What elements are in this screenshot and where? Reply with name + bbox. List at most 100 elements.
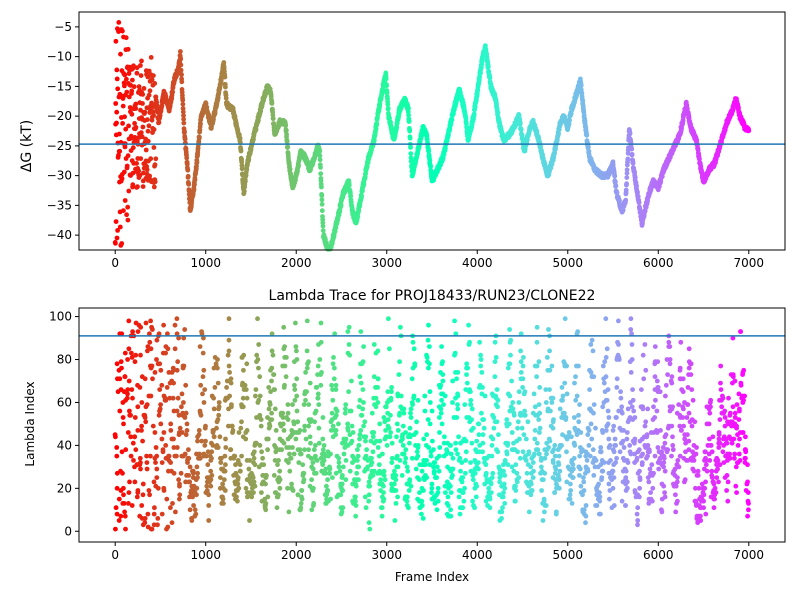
lambda-point	[403, 455, 409, 461]
lambda-point	[186, 473, 192, 478]
free-energy-point	[348, 193, 354, 199]
free-energy-point	[145, 138, 151, 144]
lambda-point	[472, 505, 477, 511]
lambda-point	[334, 408, 340, 414]
free-energy-point	[113, 38, 119, 44]
free-energy-x-tick-label: 2000	[281, 256, 312, 270]
lambda-point	[393, 501, 399, 506]
lambda-point	[333, 428, 339, 433]
free-energy-point	[269, 101, 275, 106]
lambda-point	[140, 481, 146, 487]
lambda-point	[407, 440, 412, 446]
free-energy-point	[145, 117, 150, 122]
lambda-point	[129, 503, 135, 508]
lambda-point	[453, 447, 459, 453]
lambda-point	[181, 363, 187, 369]
free-energy-point	[131, 84, 137, 90]
free-energy-point	[623, 187, 629, 193]
free-energy-point	[634, 183, 639, 189]
lambda-point	[186, 455, 192, 461]
free-energy-point	[137, 172, 143, 178]
lambda-point	[424, 432, 429, 438]
lambda-point	[360, 406, 366, 412]
free-energy-point	[612, 173, 618, 179]
lambda-point	[153, 460, 158, 465]
lambda-point	[450, 466, 456, 472]
free-energy-point	[138, 156, 144, 162]
free-energy-point	[385, 106, 391, 111]
lambda-point	[125, 430, 131, 435]
lambda-point	[379, 513, 385, 519]
lambda-point	[411, 346, 417, 352]
lambda-point	[177, 481, 182, 487]
lambda-point	[422, 408, 428, 414]
lambda-point	[170, 501, 175, 506]
lambda-point	[439, 421, 445, 427]
lambda-point	[474, 438, 480, 444]
lambda-point	[464, 361, 470, 367]
free-energy-point	[178, 67, 184, 73]
lambda-point	[203, 423, 208, 429]
lambda-point	[277, 477, 283, 483]
lambda-point	[460, 490, 466, 495]
lambda-point	[319, 370, 324, 375]
free-energy-point	[146, 68, 152, 74]
lambda-point	[492, 374, 498, 380]
lambda-point	[302, 447, 307, 453]
lambda-point	[135, 488, 141, 493]
free-energy-point	[113, 101, 119, 106]
lambda-point	[383, 404, 388, 410]
lambda-point	[195, 438, 200, 444]
lambda-point	[265, 436, 271, 442]
lambda-point	[455, 370, 461, 375]
lambda-point	[251, 455, 257, 461]
lambda-point	[190, 468, 196, 474]
lambda-point	[480, 432, 486, 438]
lambda-point	[304, 365, 310, 371]
lambda-point	[201, 367, 207, 373]
lambda-point	[455, 406, 461, 412]
lambda-point	[131, 458, 136, 463]
lambda-point	[482, 393, 488, 399]
lambda-point	[357, 374, 363, 380]
lambda-point	[192, 507, 198, 513]
lambda-point	[456, 434, 461, 440]
free-energy-point	[192, 177, 198, 183]
free-energy-point	[479, 61, 485, 67]
lambda-point	[145, 511, 151, 517]
lambda-point	[143, 419, 149, 425]
lambda-point	[398, 324, 403, 330]
lambda-point	[237, 468, 243, 474]
free-energy-point	[125, 153, 131, 159]
lambda-point	[217, 434, 223, 440]
free-energy-point	[406, 118, 412, 124]
lambda-point	[113, 526, 118, 532]
lambda-point	[197, 344, 203, 349]
free-energy-point	[627, 131, 633, 137]
free-energy-point	[584, 132, 590, 138]
lambda-point	[114, 361, 120, 367]
lambda-point	[173, 509, 178, 515]
lambda-point	[399, 473, 405, 478]
lambda-point	[476, 421, 482, 427]
lambda-point	[226, 337, 232, 343]
free-energy-point	[355, 214, 361, 220]
lambda-point	[257, 374, 263, 380]
lambda-point	[254, 352, 260, 358]
lambda-point	[276, 492, 281, 498]
free-energy-point	[140, 101, 145, 106]
lambda-point	[133, 352, 139, 358]
lambda-point	[371, 342, 377, 347]
free-energy-point	[144, 167, 150, 173]
lambda-point	[410, 339, 416, 345]
lambda-point	[499, 509, 505, 515]
free-energy-point	[124, 89, 130, 95]
free-energy-point	[333, 225, 339, 231]
free-energy-y-tick-label: −40	[47, 228, 72, 242]
free-energy-point	[143, 147, 149, 153]
free-energy-point	[215, 95, 221, 101]
lambda-point	[186, 447, 191, 453]
lambda-point	[155, 485, 161, 491]
lambda-point	[301, 477, 307, 483]
